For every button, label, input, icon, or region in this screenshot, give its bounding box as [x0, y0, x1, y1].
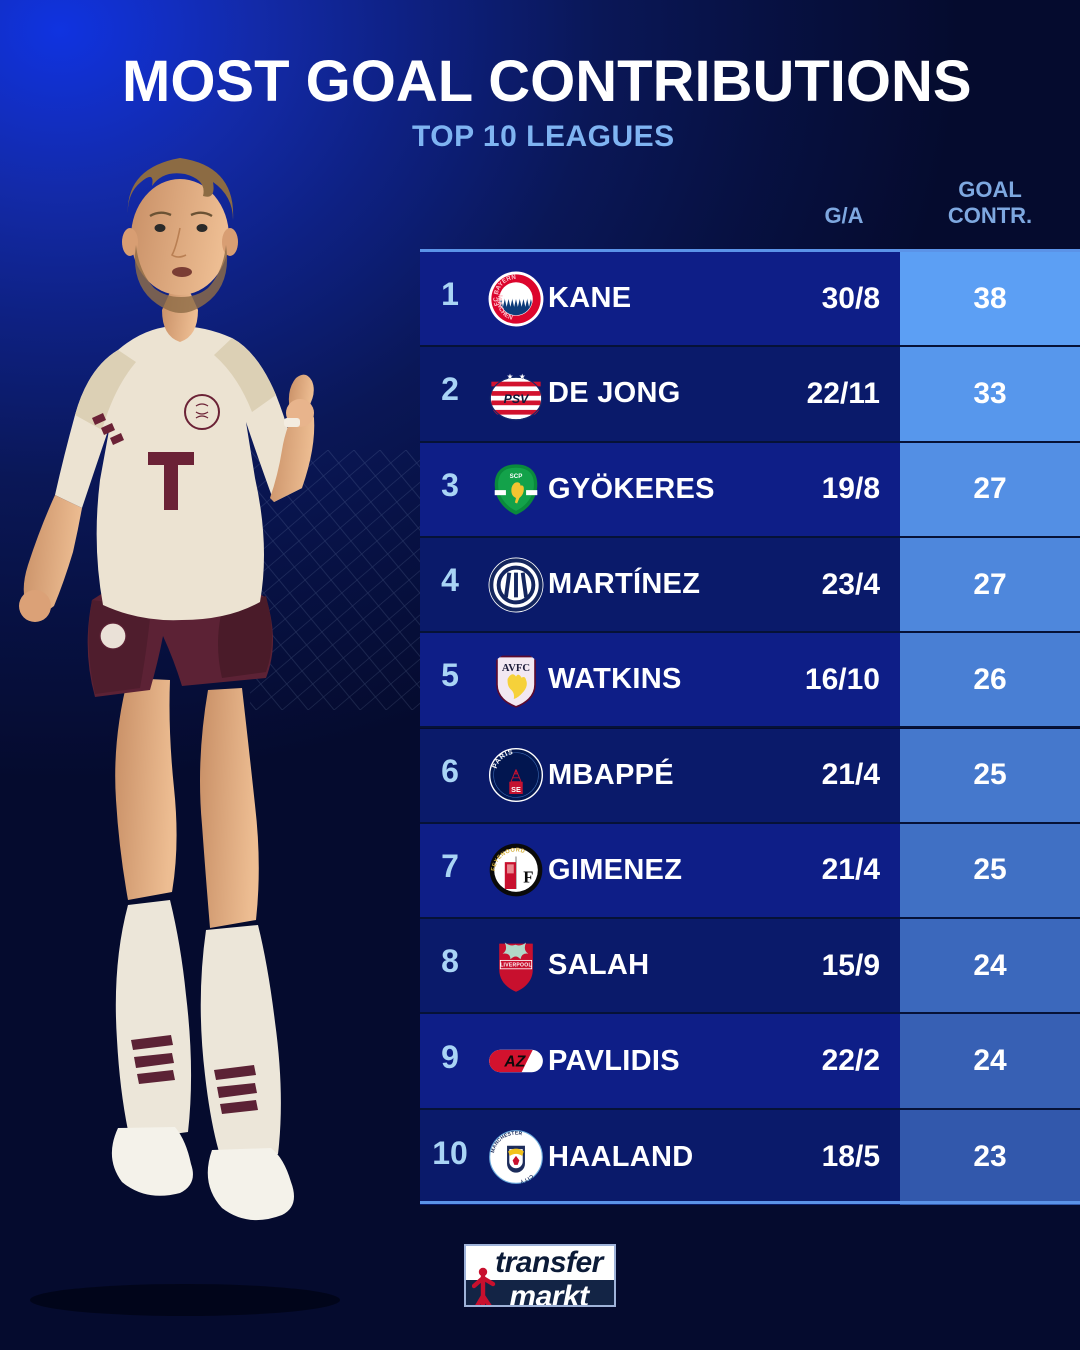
svg-text:★: ★	[507, 372, 514, 381]
svg-text:PSV: PSV	[504, 392, 530, 406]
svg-text:AZ: AZ	[503, 1054, 526, 1071]
svg-text:LIVERPOOL: LIVERPOOL	[500, 962, 532, 968]
svg-text:★: ★	[519, 372, 526, 381]
svg-text:AVFC: AVFC	[502, 663, 530, 674]
svg-text:SE: SE	[511, 785, 521, 794]
svg-text:SCP: SCP	[510, 473, 523, 480]
svg-text:F: F	[523, 868, 533, 887]
